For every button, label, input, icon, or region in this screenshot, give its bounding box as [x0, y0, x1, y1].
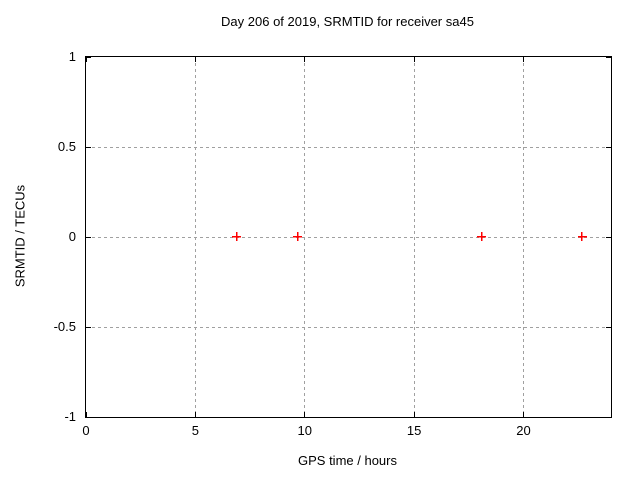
- y-tick-label: 1: [68, 49, 76, 64]
- y-tick-right: [606, 326, 611, 328]
- x-tick-bottom: [523, 412, 524, 417]
- data-point-marker: [231, 232, 241, 241]
- y-tick-left: [86, 326, 91, 328]
- y-tick-left: [86, 236, 91, 238]
- y-tick-label: 0: [68, 229, 76, 244]
- x-tick-label: 10: [297, 423, 312, 438]
- x-tick-top: [523, 57, 524, 62]
- y-tick-right: [606, 146, 611, 148]
- x-tick-top: [194, 57, 196, 62]
- x-tick-bottom: [413, 412, 415, 417]
- y-tick-label: -1: [64, 409, 76, 424]
- y-tick-right: [606, 56, 611, 58]
- y-tick-label: -0.5: [53, 319, 76, 334]
- x-tick-bottom: [194, 412, 196, 417]
- chart-title: Day 206 of 2019, SRMTID for receiver sa4…: [221, 14, 474, 29]
- y-tick-left: [86, 56, 91, 58]
- y-gridline: [86, 326, 611, 328]
- y-tick-label: 0.5: [57, 139, 76, 154]
- x-tick-label: 5: [191, 423, 199, 438]
- y-tick-left: [86, 416, 91, 418]
- x-tick-top: [304, 57, 306, 62]
- y-tick-right: [606, 416, 611, 418]
- x-tick-label: 0: [82, 423, 90, 438]
- plot-area: 0 5 10 15 20 1 0.5 0 -0.5 -1: [54, 49, 612, 438]
- x-tick-top: [413, 57, 415, 62]
- x-tick-label: 20: [516, 423, 531, 438]
- data-point-marker: [577, 232, 587, 241]
- y-gridline: [86, 146, 611, 148]
- x-tick-top: [85, 57, 87, 62]
- data-point-marker: [476, 232, 486, 241]
- data-point-marker: [293, 232, 303, 241]
- x-tick-bottom: [304, 412, 306, 417]
- x-tick-bottom: [85, 412, 87, 417]
- x-tick-label: 15: [406, 423, 422, 438]
- y-gridline: [86, 236, 611, 238]
- x-axis-label: GPS time / hours: [298, 453, 397, 468]
- y-tick-right: [606, 236, 611, 238]
- y-tick-left: [86, 146, 91, 148]
- y-axis-label: SRMTID / TECUs: [12, 184, 28, 288]
